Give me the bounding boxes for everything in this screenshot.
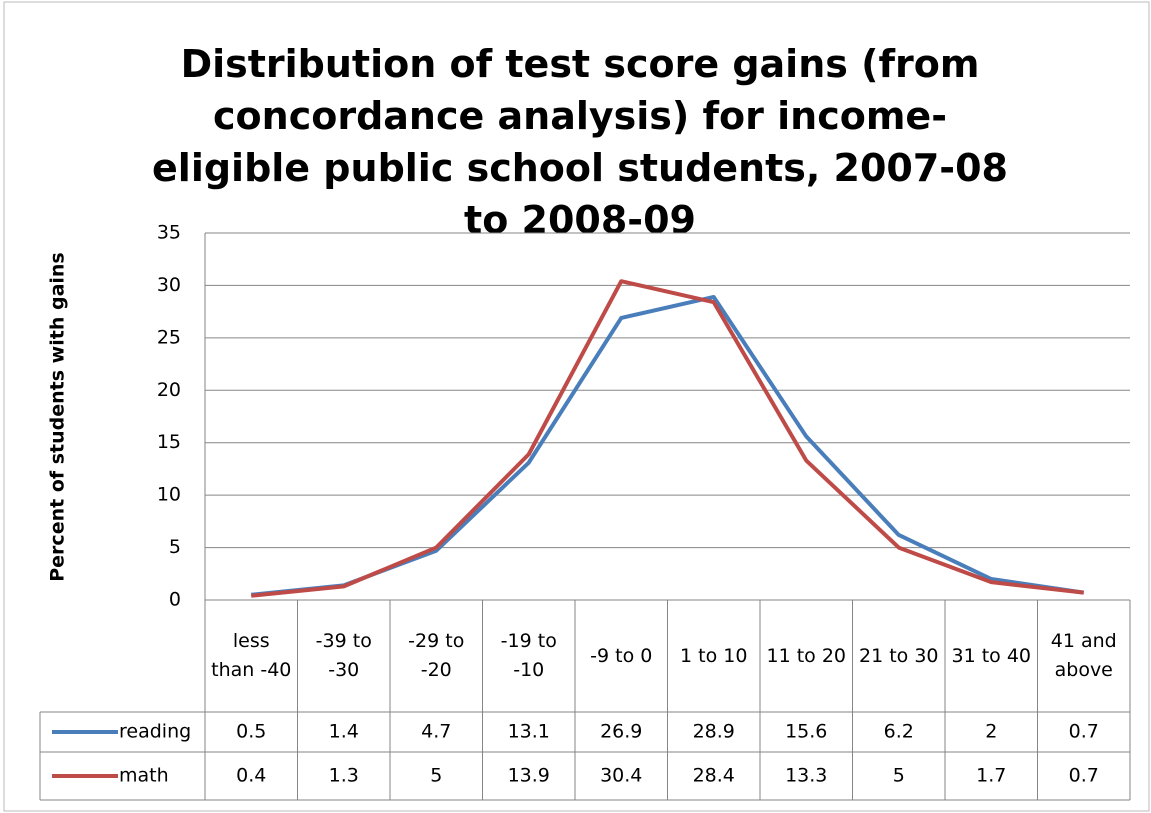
table-value: 0.4 xyxy=(236,765,266,787)
chart-title: Distribution of test score gains (from c… xyxy=(152,42,1008,242)
y-tick-label: 5 xyxy=(169,536,181,558)
x-tick-label: 41 and above xyxy=(1050,630,1117,681)
x-tick-label: 1 to 10 xyxy=(680,644,748,667)
table-value: 13.9 xyxy=(508,765,550,787)
x-tick-label: -19 to -10 xyxy=(500,630,557,681)
x-category-cell: 21 to 30 xyxy=(858,644,939,667)
x-tick-label: -39 to -30 xyxy=(315,630,372,681)
table-value: 6.2 xyxy=(884,721,914,743)
x-category-cell: 11 to 20 xyxy=(766,644,846,667)
table-value: 4.7 xyxy=(421,721,451,743)
x-tick-label: 21 to 30 xyxy=(858,644,939,667)
x-tick-label: less than -40 xyxy=(211,630,292,681)
table-value: 26.9 xyxy=(600,721,642,743)
table-value: 15.6 xyxy=(785,721,827,743)
y-tick-label: 30 xyxy=(157,274,181,296)
x-category-cell: -9 to 0 xyxy=(590,644,653,667)
table-value: 0.7 xyxy=(1069,765,1099,787)
legend-label: math xyxy=(119,765,169,787)
table-value: 1.3 xyxy=(329,765,359,787)
y-tick-label: 15 xyxy=(157,431,181,453)
x-category-cell: -39 to -30 xyxy=(315,630,372,681)
x-tick-label: -29 to -20 xyxy=(408,630,465,681)
table-value: 28.4 xyxy=(693,765,735,787)
table-value: 1.4 xyxy=(329,721,359,743)
legend-label: reading xyxy=(119,721,191,743)
y-tick-label: 10 xyxy=(157,484,181,506)
table-value: 13.3 xyxy=(785,765,827,787)
y-tick-label: 20 xyxy=(157,379,181,401)
table-value: 13.1 xyxy=(508,721,550,743)
series-line xyxy=(251,294,1085,597)
table-value: 0.7 xyxy=(1069,721,1099,743)
series-line xyxy=(251,279,1084,598)
x-category-cell: -29 to -20 xyxy=(408,630,465,681)
x-tick-label: 11 to 20 xyxy=(766,644,846,667)
table-value: 1.7 xyxy=(976,765,1006,787)
table-value: 28.9 xyxy=(693,721,735,743)
x-tick-label: -9 to 0 xyxy=(590,644,653,667)
table-value: 2 xyxy=(985,721,997,743)
y-axis-label: Percent of students with gains xyxy=(47,252,69,582)
x-category-cell: 1 to 10 xyxy=(680,644,748,667)
table-value: 0.5 xyxy=(236,721,266,743)
x-category-cell: 31 to 40 xyxy=(951,644,1031,667)
y-tick-label: 0 xyxy=(169,589,181,611)
frame xyxy=(3,1,1150,812)
x-category-cell: -19 to -10 xyxy=(500,630,557,681)
table-value: 5 xyxy=(430,765,442,787)
table-value: 5 xyxy=(893,765,905,787)
x-category-cell: 41 and above xyxy=(1050,630,1117,681)
x-category-cell: less than -40 xyxy=(211,630,292,681)
y-tick-label: 25 xyxy=(157,326,181,348)
x-tick-label: 31 to 40 xyxy=(951,644,1031,667)
table-value: 30.4 xyxy=(600,765,642,787)
y-tick-label: 35 xyxy=(157,222,181,244)
